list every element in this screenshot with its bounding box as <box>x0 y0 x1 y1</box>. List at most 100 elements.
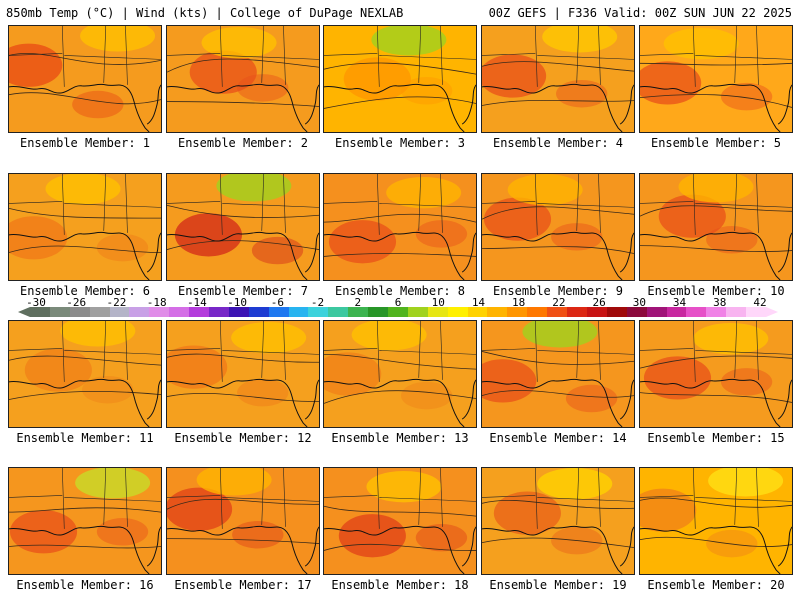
run-valid-time: 00Z GEFS | F336 Valid: 00Z SUN JUN 22 20… <box>488 6 792 20</box>
member-caption: Ensemble Member: 11 <box>16 431 154 445</box>
ensemble-member-map <box>639 25 793 133</box>
member-caption: Ensemble Member: 16 <box>16 578 154 592</box>
colorbar-tick-label: 34 <box>672 296 687 309</box>
member-caption: Ensemble Member: 5 <box>650 136 782 150</box>
colorbar-swatch <box>706 307 727 317</box>
colorbar <box>30 307 766 317</box>
member-caption: Ensemble Member: 9 <box>492 284 624 298</box>
member-caption: Ensemble Member: 2 <box>177 136 309 150</box>
ensemble-member-map <box>481 173 635 281</box>
ensemble-member-map <box>323 173 477 281</box>
colorbar-swatch <box>547 307 568 317</box>
member-caption: Ensemble Member: 13 <box>331 431 469 445</box>
member-caption: Ensemble Member: 1 <box>19 136 151 150</box>
ensemble-member-map <box>323 467 477 575</box>
colorbar-tick-label: -18 <box>146 296 167 309</box>
colorbar-swatch <box>527 307 548 317</box>
colorbar-swatch <box>487 307 508 317</box>
colorbar-tick-label: -2 <box>310 296 325 309</box>
colorbar-tick-label: 22 <box>552 296 566 309</box>
ensemble-member-map <box>323 320 477 428</box>
colorbar-swatch <box>30 307 50 317</box>
colorbar-swatch <box>447 307 468 317</box>
colorbar-tick-label: 2 <box>354 296 362 309</box>
colorbar-swatch <box>407 307 428 317</box>
colorbar-tick-label: 42 <box>753 296 767 309</box>
colorbar-swatch <box>368 307 389 317</box>
ensemble-member-map <box>481 320 635 428</box>
colorbar-swatch <box>308 307 329 317</box>
colorbar-swatch <box>49 307 70 317</box>
colorbar-tick-label: 14 <box>471 296 486 309</box>
member-caption: Ensemble Member: 12 <box>174 431 312 445</box>
colorbar-swatch <box>129 307 150 317</box>
ensemble-member-map <box>166 320 320 428</box>
member-caption: Ensemble Member: 8 <box>334 284 466 298</box>
colorbar-swatch <box>567 307 587 317</box>
colorbar-tick-label: -26 <box>66 296 87 309</box>
ensemble-member-map <box>481 467 635 575</box>
colorbar-swatch <box>189 307 210 317</box>
colorbar-tick-label: -22 <box>106 296 127 309</box>
colorbar-tick-label: 30 <box>632 296 646 309</box>
colorbar-left-arrow <box>18 307 30 317</box>
colorbar-swatch <box>388 307 408 317</box>
member-caption: Ensemble Member: 3 <box>334 136 466 150</box>
colorbar-swatch <box>228 307 249 317</box>
colorbar-swatch <box>726 307 747 317</box>
colorbar-swatch <box>109 307 130 317</box>
colorbar-swatch <box>89 307 110 317</box>
colorbar-tick-label: -6 <box>270 296 284 309</box>
colorbar-swatch <box>646 307 667 317</box>
ensemble-member-map <box>8 320 162 428</box>
member-caption: Ensemble Member: 6 <box>19 284 151 298</box>
member-caption: Ensemble Member: 15 <box>647 431 785 445</box>
colorbar-swatch <box>586 307 607 317</box>
ensemble-member-map <box>8 467 162 575</box>
colorbar-swatch <box>746 307 766 317</box>
member-caption: Ensemble Member: 14 <box>489 431 627 445</box>
colorbar-tick-label: 26 <box>592 296 606 309</box>
colorbar-swatch <box>348 307 369 317</box>
member-caption: Ensemble Member: 4 <box>492 136 624 150</box>
colorbar-right-arrow <box>766 307 778 317</box>
colorbar-tick-label: 38 <box>713 296 727 309</box>
ensemble-member-map <box>639 467 793 575</box>
member-caption: Ensemble Member: 19 <box>489 578 627 592</box>
member-caption: Ensemble Member: 20 <box>647 578 785 592</box>
colorbar-tick-label: -10 <box>227 296 248 309</box>
colorbar-swatch <box>427 307 448 317</box>
chart-title: 850mb Temp (°C) | Wind (kts) | College o… <box>6 6 404 20</box>
colorbar-tick-label: -14 <box>186 296 207 309</box>
colorbar-tick-label: 6 <box>394 296 402 309</box>
member-caption: Ensemble Member: 10 <box>647 284 785 298</box>
ensemble-member-map <box>8 25 162 133</box>
colorbar-swatch <box>69 307 90 317</box>
colorbar-swatch <box>209 307 229 317</box>
colorbar-swatch <box>169 307 190 317</box>
ensemble-member-map <box>8 173 162 281</box>
ensemble-member-map <box>166 467 320 575</box>
colorbar-swatch <box>268 307 289 317</box>
colorbar-swatch <box>467 307 488 317</box>
ensemble-member-map <box>481 25 635 133</box>
colorbar-swatch <box>149 307 170 317</box>
colorbar-swatch <box>626 307 647 317</box>
ensemble-member-map <box>639 173 793 281</box>
colorbar-swatch <box>686 307 707 317</box>
colorbar-swatch <box>288 307 309 317</box>
colorbar-swatch <box>666 307 687 317</box>
ensemble-member-map <box>166 173 320 281</box>
ensemble-member-map <box>639 320 793 428</box>
ensemble-member-map <box>323 25 477 133</box>
colorbar-swatch <box>507 307 528 317</box>
colorbar-tick-label: 10 <box>431 296 445 309</box>
colorbar-swatch <box>328 307 349 317</box>
colorbar-tick-label: -30 <box>26 296 46 309</box>
member-caption: Ensemble Member: 18 <box>331 578 469 592</box>
colorbar-swatch <box>606 307 627 317</box>
colorbar-tick-label: 18 <box>512 296 526 309</box>
member-caption: Ensemble Member: 17 <box>174 578 312 592</box>
member-caption: Ensemble Member: 7 <box>177 284 309 298</box>
colorbar-swatch <box>248 307 269 317</box>
